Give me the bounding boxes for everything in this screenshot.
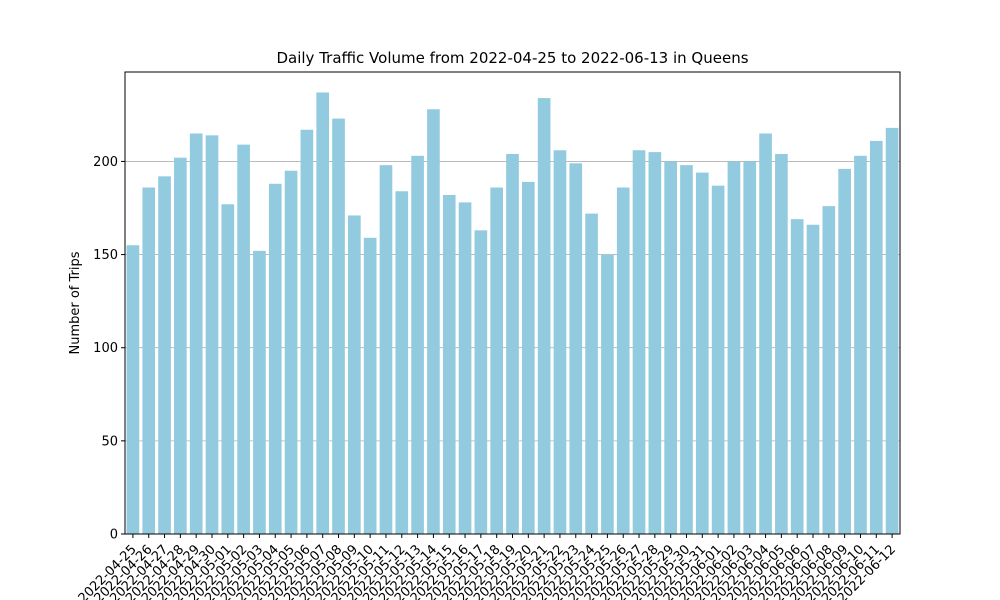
- bar: [458, 202, 472, 534]
- bar: [348, 215, 361, 534]
- bar: [253, 250, 266, 534]
- bar: [474, 230, 488, 534]
- bar: [664, 161, 677, 534]
- bar: [806, 224, 820, 535]
- bar: [695, 172, 709, 534]
- bar: [379, 165, 393, 535]
- chart-title: Daily Traffic Volume from 2022-04-25 to …: [276, 49, 748, 67]
- bar: [553, 150, 567, 534]
- bar: [427, 109, 440, 535]
- bar: [189, 133, 203, 534]
- bar: [790, 219, 804, 534]
- bar: [885, 127, 899, 535]
- bar: [316, 92, 330, 534]
- bar: [775, 153, 788, 534]
- y-tick-label: 100: [93, 341, 118, 356]
- bar: [332, 118, 345, 535]
- y-tick-label: 0: [110, 528, 118, 543]
- bar: [506, 153, 519, 534]
- bar: [537, 98, 551, 535]
- bar: [221, 204, 235, 535]
- bar: [632, 150, 646, 534]
- bars: [126, 92, 899, 535]
- bar: [237, 144, 250, 534]
- bar: [521, 181, 535, 534]
- bar: [616, 187, 630, 534]
- bar: [854, 155, 867, 535]
- bar: [442, 194, 456, 535]
- bar: [822, 206, 836, 534]
- bar: [743, 161, 757, 534]
- bar: [205, 135, 219, 534]
- y-tick-label: 50: [101, 434, 118, 449]
- bar: [126, 245, 140, 534]
- bar: [585, 213, 598, 535]
- bar: [759, 133, 772, 534]
- bar: [363, 237, 377, 534]
- bar: [711, 185, 725, 535]
- bar: [395, 191, 409, 534]
- bar: [601, 254, 614, 534]
- bar: [284, 170, 298, 534]
- bar: [680, 165, 693, 535]
- bar: [142, 187, 156, 534]
- bar: [490, 187, 504, 534]
- y-tick-label: 150: [93, 248, 118, 263]
- bar: [411, 155, 424, 535]
- x-axis: 2022-04-252022-04-262022-04-272022-04-28…: [76, 534, 899, 600]
- bar: [838, 168, 851, 534]
- y-axis-title: Number of Trips: [68, 251, 83, 354]
- bar: [869, 140, 883, 534]
- bar: [174, 157, 187, 534]
- bar: [648, 152, 662, 534]
- y-axis: 0 50 100 150 200: [93, 155, 125, 543]
- bar: [569, 163, 583, 534]
- bar: [158, 176, 171, 535]
- bar: [300, 129, 314, 534]
- bar: [268, 183, 282, 534]
- y-tick-label: 200: [93, 155, 118, 170]
- bar: [727, 161, 741, 534]
